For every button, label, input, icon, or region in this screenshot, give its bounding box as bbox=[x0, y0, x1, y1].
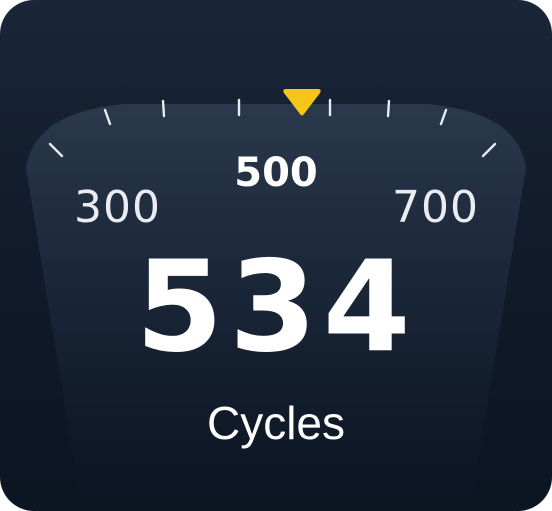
gauge-right-label: 700 bbox=[392, 182, 479, 233]
current-value: 534 bbox=[135, 233, 417, 380]
unit-label: Cycles bbox=[206, 397, 346, 449]
gauge-center-label: 500 bbox=[234, 150, 318, 196]
tick-mark bbox=[161, 99, 166, 118]
pointer-marker-icon bbox=[283, 89, 321, 116]
gauge-face bbox=[26, 104, 526, 511]
tick-mark bbox=[439, 108, 448, 126]
tick-mark bbox=[481, 142, 497, 158]
gauge-ticks bbox=[48, 98, 497, 158]
tick-mark bbox=[48, 142, 64, 158]
tick-mark bbox=[103, 108, 112, 126]
gauge-left-label: 300 bbox=[74, 182, 161, 233]
tick-mark bbox=[386, 99, 391, 118]
